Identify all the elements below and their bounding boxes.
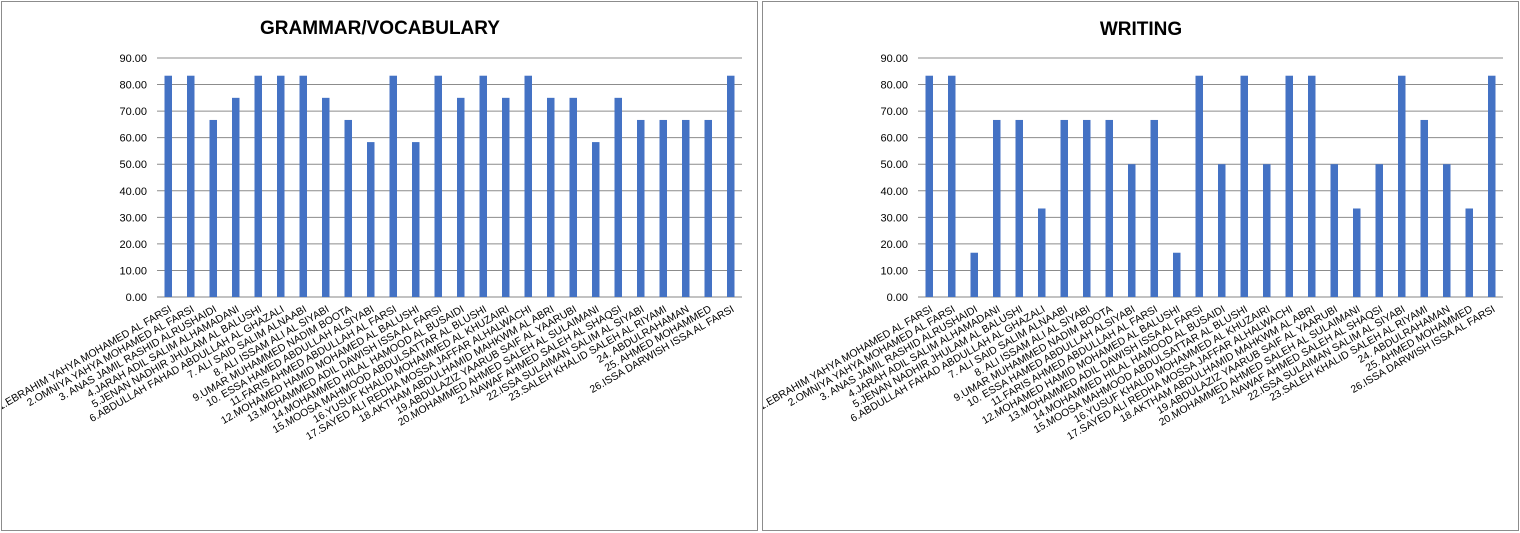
y-tick-label: 0.00	[126, 292, 147, 304]
bar	[727, 75, 735, 297]
bar	[1015, 119, 1023, 298]
bar	[389, 75, 397, 297]
y-tick-label: 80.00	[880, 80, 908, 92]
bar	[187, 75, 195, 297]
y-tick-label: 50.00	[119, 159, 147, 171]
bar	[592, 142, 600, 297]
bar	[1128, 164, 1136, 297]
bar	[704, 119, 712, 298]
bar	[524, 75, 532, 297]
bar	[1285, 75, 1293, 297]
y-tick-label: 70.00	[119, 106, 147, 118]
bar	[547, 97, 555, 297]
bar	[412, 142, 420, 297]
y-tick-label: 40.00	[119, 186, 147, 198]
writing-chart: WRITING 0.00 10.00 20.00 30.00 40.00 50.00 60.…	[763, 19, 1503, 443]
bar	[164, 75, 172, 297]
bar	[344, 119, 352, 298]
bar	[479, 75, 487, 297]
chart-title: GRAMMAR/VOCABULARY	[260, 18, 500, 39]
bar	[1083, 119, 1091, 298]
y-tick-label: 0.00	[887, 292, 908, 304]
grammar-vocabulary-chart: GRAMMAR/VOCABULARY 0.00 10.00 20.00 30.00 40…	[2, 18, 742, 443]
y-tick-label: 10.00	[119, 265, 147, 277]
grammar-vocabulary-chart-panel: GRAMMAR/VOCABULARY 0.00 10.00 20.00 30.00 40…	[1, 1, 758, 531]
bar	[1105, 119, 1113, 298]
y-tick-label: 60.00	[880, 133, 908, 145]
bar	[659, 119, 667, 298]
bar	[1443, 164, 1451, 297]
bar	[502, 97, 510, 297]
bar	[970, 252, 978, 297]
y-tick-label: 90.00	[119, 53, 147, 65]
bar	[948, 75, 956, 297]
bar	[322, 97, 330, 297]
bar	[1240, 75, 1248, 297]
bar	[1465, 208, 1473, 297]
bar	[1488, 75, 1496, 297]
y-tick-label: 30.00	[880, 212, 908, 224]
bar	[1263, 164, 1271, 297]
bar	[457, 97, 465, 297]
y-tick-label: 90.00	[880, 53, 908, 65]
bar	[569, 97, 577, 297]
writing-chart-panel: WRITING 0.00 10.00 20.00 30.00 40.00 50.00 60.…	[762, 1, 1519, 531]
bar	[1173, 252, 1181, 297]
bar	[209, 119, 217, 298]
bar	[1150, 119, 1158, 298]
bar	[1038, 208, 1046, 297]
bar	[1375, 164, 1383, 297]
bar	[614, 97, 622, 297]
y-tick-label: 50.00	[880, 159, 908, 171]
bar	[925, 75, 933, 297]
bar	[277, 75, 285, 297]
bar	[1308, 75, 1316, 297]
bar	[993, 119, 1001, 298]
y-tick-label: 10.00	[880, 265, 908, 277]
bar	[1398, 75, 1406, 297]
bar	[1353, 208, 1361, 297]
y-tick-label: 70.00	[880, 106, 908, 118]
bar	[232, 97, 240, 297]
bar	[1420, 119, 1428, 298]
y-tick-label: 60.00	[119, 133, 147, 145]
bar	[299, 75, 307, 297]
bar	[1195, 75, 1203, 297]
bar	[1330, 164, 1338, 297]
bar	[682, 119, 690, 298]
y-tick-label: 80.00	[119, 80, 147, 92]
bar	[254, 75, 262, 297]
bar	[1060, 119, 1068, 298]
chart-title: WRITING	[1100, 19, 1182, 40]
bar	[637, 119, 645, 298]
bar	[434, 75, 442, 297]
y-tick-label: 40.00	[880, 186, 908, 198]
bar	[1218, 164, 1226, 297]
bar	[367, 142, 375, 297]
y-tick-label: 20.00	[119, 239, 147, 251]
y-tick-label: 30.00	[119, 212, 147, 224]
y-tick-label: 20.00	[880, 239, 908, 251]
